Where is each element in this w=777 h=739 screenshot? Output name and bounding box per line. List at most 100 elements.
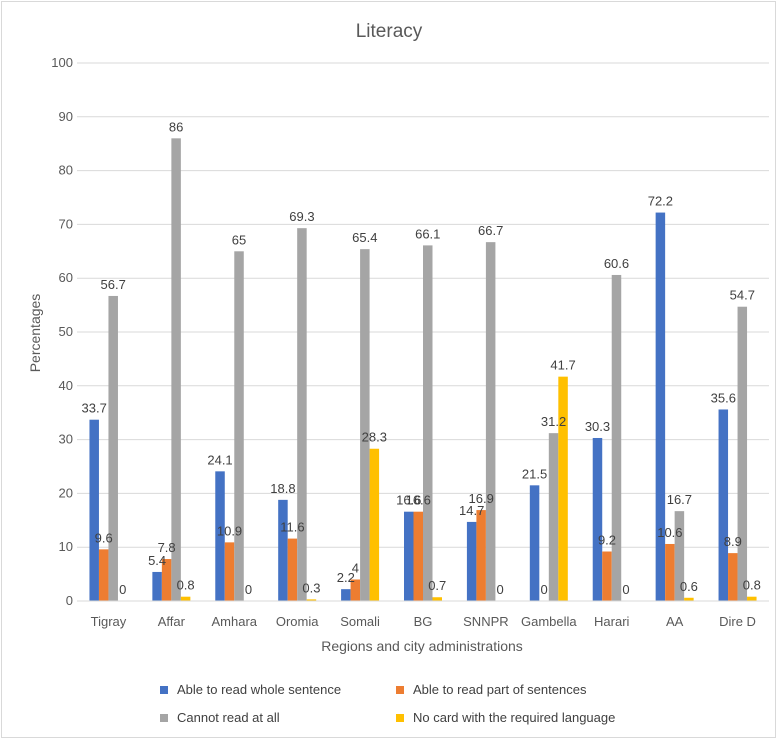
y-tick-label: 100 [51,55,73,70]
bar [529,485,540,601]
x-tick-label: Amhara [212,614,258,629]
bar [278,499,288,601]
bar [611,274,622,601]
data-label: 30.3 [585,419,610,434]
x-tick-label: BG [414,614,433,629]
x-tick-label: AA [666,614,684,629]
data-label: 8.9 [724,534,742,549]
legend-label: No card with the required language [413,710,616,725]
bar [485,242,496,602]
bar [297,228,307,601]
legend-item-no-card: No card with the required language [396,710,615,725]
x-tick-label: Tigray [91,614,127,629]
data-label: 2.2 [337,570,355,585]
bar [215,471,225,601]
legend-item-part-sentences: Able to read part of sentences [396,682,586,697]
data-label: 31.2 [541,414,566,429]
data-label: 0.8 [177,578,195,593]
bars [89,138,757,602]
bar [423,245,433,601]
legend-swatch [160,713,168,722]
y-tick-label: 60 [59,270,73,285]
y-tick-label: 80 [59,163,73,178]
data-label: 54.7 [730,288,755,303]
y-tick-label: 0 [66,593,73,608]
y-tick-label: 40 [59,378,73,393]
legend-swatch [160,685,168,694]
bar [476,510,486,601]
bar [152,571,162,601]
data-label: 10.9 [217,523,242,538]
data-label: 11.6 [280,520,304,535]
x-tick-label: Affar [158,614,186,629]
bar [234,251,244,602]
data-label: 7.8 [158,540,176,555]
data-label: 10.6 [657,525,682,540]
bar [180,596,191,601]
y-tick-label: 50 [59,324,73,339]
legend-label: Able to read part of sentences [413,682,587,697]
data-label: 18.8 [270,481,295,496]
chart-title: Literacy [356,21,423,42]
legend-item-whole-sentence: Able to read whole sentence [160,682,341,697]
data-label: 69.3 [289,209,314,224]
data-label: 41.7 [550,358,575,373]
legend-swatch [396,713,404,722]
bar [161,559,172,601]
bar [413,511,423,601]
x-tick-label: Dire D [719,614,756,629]
bar [548,433,559,601]
bar [674,511,685,601]
x-tick-label: Somali [340,614,380,629]
data-label: 33.7 [82,401,107,416]
y-tick-label: 70 [59,216,73,231]
data-label: 0 [622,582,629,597]
data-label: 28.3 [362,430,387,445]
bar [369,448,380,601]
y-tick-label: 30 [59,432,73,447]
data-label: 21.5 [522,466,547,481]
data-label: 0 [119,582,126,597]
data-label: 65.4 [352,230,377,245]
data-label: 86 [169,119,183,134]
data-label: 14.7 [459,503,484,518]
bar [224,542,235,601]
data-label: 0.8 [743,578,761,593]
bar [171,138,181,601]
data-label: 0.7 [428,578,446,593]
data-label: 16.7 [667,492,692,507]
bar [108,295,118,601]
bar [306,599,317,601]
data-label: 56.7 [101,277,126,292]
y-tick-label: 90 [59,109,73,124]
bar [684,597,694,601]
data-label: 9.2 [598,533,616,548]
data-label: 60.6 [604,256,629,271]
x-tick-label: Harari [594,614,630,629]
data-label: 4 [352,560,359,575]
data-label: 9.6 [95,530,113,545]
y-tick-label: 10 [59,539,73,554]
data-label: 5.4 [148,553,166,568]
data-label: 0 [245,582,252,597]
bar [665,543,675,601]
legend-label: Cannot read at all [177,710,280,725]
data-labels: 33.7 9.6 56.7 0 5.47.8 86 0.8 24.1 10.9 65 0 18.8 11… [82,119,761,597]
data-label: 16.9 [469,491,494,506]
x-tick-label: Oromia [276,614,319,629]
bar [404,511,414,601]
y-axis-title: Percentages [27,294,43,373]
x-tick-label: Gambella [521,614,577,629]
data-label: 0.3 [302,580,320,595]
bar [341,589,351,601]
bar [360,249,370,601]
data-label: 66.1 [415,226,440,241]
bar [89,419,99,601]
legend-item-cannot-read: Cannot read at all [160,710,280,725]
bar [747,596,757,601]
legend-swatch [396,685,404,694]
bar [287,538,298,601]
bar [466,521,477,601]
